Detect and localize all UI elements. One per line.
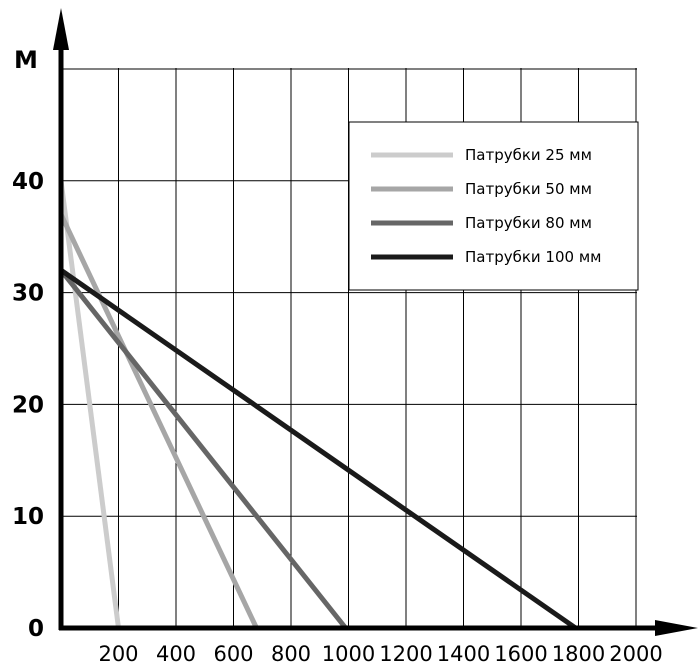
y-axis-label: М (14, 46, 38, 74)
x-tick-label: 1600 (494, 642, 547, 663)
y-tick-label: 0 (28, 616, 44, 642)
x-tick-label: 200 (98, 642, 138, 663)
series-line-4 (59, 268, 578, 631)
legend-label: Патрубки 25 мм (465, 146, 592, 164)
y-tick-label: 40 (12, 169, 44, 195)
y-axis-arrow (53, 8, 69, 50)
x-tick-label: 1000 (322, 642, 375, 663)
x-tick-label: 2000 (609, 642, 662, 663)
x-tick-label: 400 (156, 642, 196, 663)
series-line-3 (59, 268, 348, 630)
legend-box (348, 121, 639, 291)
y-tick-label: 20 (12, 392, 44, 418)
x-tick-label: 1800 (552, 642, 605, 663)
x-tick-label: 1200 (379, 642, 432, 663)
series-line-2 (58, 213, 259, 630)
tick-labels: 200 400 600 800 1000 1200 1400 1600 1800 2000 0 10 2… (12, 169, 663, 663)
legend-label: Патрубки 80 мм (465, 214, 592, 232)
legend-label: Патрубки 100 мм (465, 248, 601, 266)
y-tick-label: 30 (12, 281, 44, 307)
legend: Патрубки 25 мм Патрубки 50 мм Патрубки 80 … (348, 121, 639, 291)
series-line-1 (58, 180, 121, 629)
x-axis-arrow (655, 620, 698, 636)
y-tick-label: 10 (12, 504, 44, 530)
x-tick-label: 800 (271, 642, 311, 663)
series-lines (58, 180, 578, 631)
axes (53, 8, 698, 636)
x-tick-label: 600 (213, 642, 253, 663)
x-tick-label: 1400 (437, 642, 490, 663)
legend-label: Патрубки 50 мм (465, 180, 592, 198)
